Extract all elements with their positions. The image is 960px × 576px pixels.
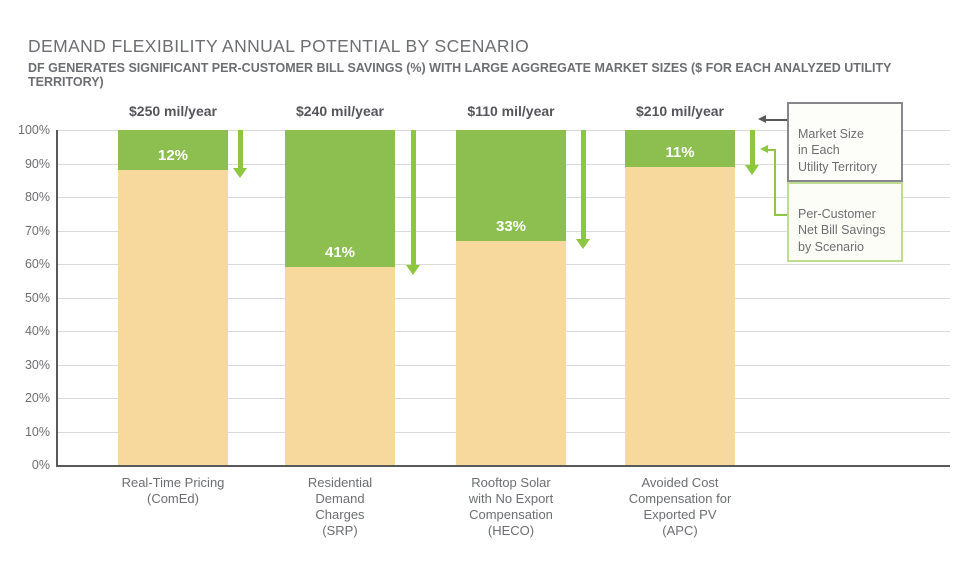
arrow-head	[576, 238, 590, 249]
y-tick-label: 30%	[24, 357, 50, 372]
arrow-stem	[749, 130, 755, 165]
market-size-label: $110 mil/year	[467, 103, 555, 119]
bar: 41%	[285, 130, 395, 465]
bar-value-label: 12%	[157, 147, 189, 165]
x-axis-line	[56, 465, 950, 467]
y-tick-label: 50%	[24, 290, 50, 305]
y-tick-label: 0%	[31, 458, 50, 472]
y-tick-label: 90%	[24, 156, 50, 171]
legend-market-size-box: Market Size in Each Utility Territory	[787, 102, 903, 182]
green-callout-line	[774, 148, 776, 216]
bar-value-label: 11%	[665, 143, 695, 161]
arrow-head	[406, 265, 420, 276]
arrow-head	[745, 164, 759, 175]
category-label: Rooftop Solar with No Export Compensatio…	[468, 475, 554, 538]
arrow-stem	[580, 130, 586, 239]
legend-market-size-label: Market Size in Each Utility Territory	[798, 126, 877, 174]
legend-savings-label: Per-Customer Net Bill Savings by Scenari…	[798, 206, 886, 254]
bar-value-label: 41%	[324, 244, 356, 262]
green-callout-line	[768, 148, 776, 151]
green-callout-line	[774, 213, 787, 216]
market-size-label: $250 mil/year	[129, 103, 217, 119]
category-label: Real-Time Pricing (ComEd)	[121, 475, 225, 506]
y-axis-line	[56, 130, 58, 467]
category-label: Residential Demand Charges (SRP)	[307, 475, 373, 538]
savings-drop-arrow-icon	[406, 130, 420, 276]
bar-segment-savings: 41%	[285, 130, 395, 268]
y-tick-label: 100%	[18, 123, 50, 137]
bar-segment-remainder	[118, 170, 228, 465]
gray-callout-arrow-icon	[758, 115, 766, 123]
savings-drop-arrow-icon	[233, 130, 247, 179]
bar: 11%	[625, 130, 735, 465]
chart-title: DEMAND FLEXIBILITY ANNUAL POTENTIAL BY S…	[28, 36, 530, 56]
bar-segment-remainder	[285, 267, 395, 465]
bar-value-label: 33%	[495, 217, 527, 235]
arrow-stem	[237, 130, 243, 169]
category-label: Avoided Cost Compensation for Exported P…	[628, 475, 732, 538]
savings-drop-arrow-icon	[745, 130, 759, 175]
y-tick-label: 20%	[24, 391, 50, 405]
bar-segment-remainder	[625, 166, 735, 465]
plot-area: 0% 10% 20% 30% 40% 50% 60% 70% 80% 90% 100% 12% $250…	[18, 103, 950, 538]
y-tick-label: 40%	[24, 324, 50, 338]
bar: 12%	[118, 130, 228, 465]
market-size-label: $210 mil/year	[636, 103, 724, 119]
y-tick-label: 60%	[24, 257, 50, 271]
y-tick-label: 10%	[24, 424, 50, 439]
chart-subtitle: DF GENERATES SIGNIFICANT PER-CUSTOMER BI…	[28, 61, 892, 89]
bar: 33%	[456, 130, 566, 465]
bar-segment-savings: 12%	[118, 130, 228, 171]
savings-drop-arrow-icon	[576, 130, 590, 249]
arrow-stem	[410, 130, 416, 266]
legend-savings-box: Per-Customer Net Bill Savings by Scenari…	[787, 182, 903, 262]
gray-callout-line	[766, 118, 787, 121]
bar-segment-savings: 11%	[625, 130, 735, 167]
bar-segment-savings: 33%	[456, 130, 566, 241]
y-tick-label: 70%	[24, 223, 50, 238]
arrow-head	[233, 168, 247, 179]
y-tick-label: 80%	[24, 190, 50, 204]
bar-segment-remainder	[456, 240, 566, 465]
market-size-label: $240 mil/year	[296, 103, 384, 119]
green-callout-arrow-icon	[760, 145, 768, 153]
